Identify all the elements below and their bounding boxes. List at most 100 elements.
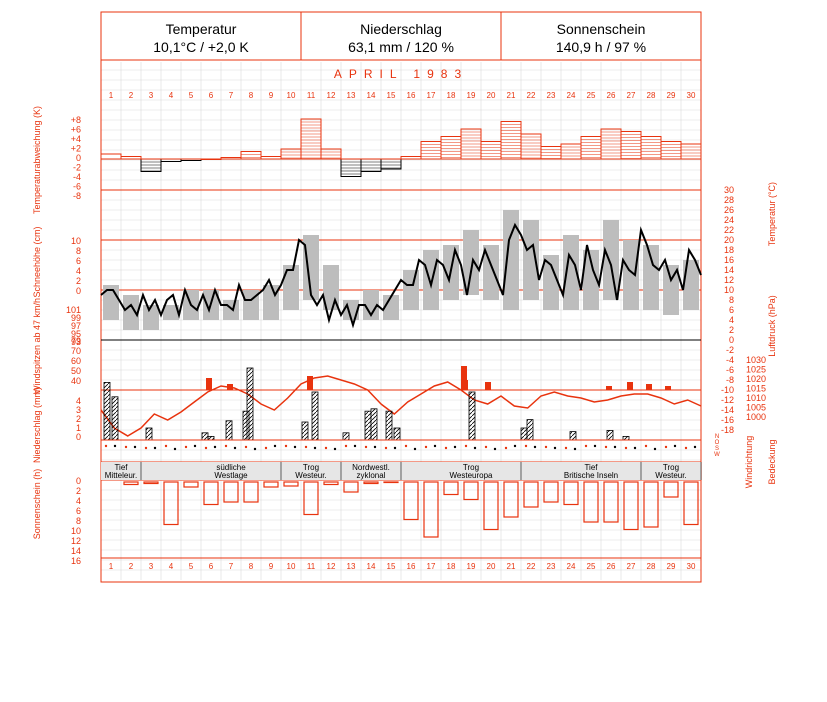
day-number-bottom: 7 <box>229 562 234 571</box>
grid <box>100 62 702 580</box>
temp-range-band <box>583 250 599 310</box>
day-number-bottom: 14 <box>367 562 376 571</box>
humidity-tick: 93 <box>71 337 81 347</box>
sunshine-tick: 14 <box>71 546 81 556</box>
sunshine-bar <box>323 481 339 486</box>
temp-range-band <box>643 245 659 310</box>
day-number-top: 14 <box>367 91 376 100</box>
chart-marks <box>100 118 702 538</box>
temp-range-band <box>523 220 539 300</box>
precip-bar <box>301 421 309 441</box>
synoptic-label: südliche <box>216 463 246 472</box>
day-number-bottom: 17 <box>427 562 436 571</box>
synoptic-label: Nordwestl. <box>352 463 390 472</box>
temperature-tick: 4 <box>729 315 734 325</box>
temp-anomaly-bar <box>560 143 582 160</box>
precip-bar <box>370 408 378 441</box>
temp-range-band <box>663 265 679 315</box>
temperature-tick: 8 <box>729 295 734 305</box>
snow-tick: 8 <box>76 246 81 256</box>
wind-direction-tick: N <box>715 434 719 440</box>
precip-bar <box>526 419 534 441</box>
header-temperature: Temperatur 10,1°C / +2,0 K <box>101 12 301 60</box>
sunshine-bar <box>143 481 159 485</box>
day-number-bottom: 22 <box>527 562 536 571</box>
sunshine-axis-title: Sonnenschein (h) <box>32 469 42 540</box>
day-number-top: 20 <box>487 91 496 100</box>
temperature-tick: 0 <box>729 335 734 345</box>
sunshine-bar <box>583 481 599 523</box>
cloud-dot <box>353 444 357 448</box>
day-number-top: 21 <box>507 91 516 100</box>
cloud-dot <box>393 446 397 450</box>
synoptic-label: Mitteleur. <box>105 471 137 480</box>
day-number-bottom: 11 <box>307 562 316 571</box>
temp-anomaly-tick: +4 <box>71 134 81 144</box>
chart-labels: APRIL 1983112233445566778899101011111212… <box>32 67 777 571</box>
day-number-top: 5 <box>189 91 194 100</box>
temp-anomaly-tick: +8 <box>71 115 81 125</box>
temp-anomaly-bar <box>380 158 402 170</box>
wind-direction-dot <box>484 445 488 449</box>
sunshine-bar <box>123 481 139 486</box>
precip-tick: 4 <box>76 396 81 406</box>
sunshine-bar <box>183 481 199 488</box>
wind-gust-mark <box>461 366 467 390</box>
pressure-axis-title: Luftdruck (hPa) <box>767 295 777 357</box>
temp-anomaly-bar <box>320 148 342 160</box>
snow-tick: 10 <box>71 236 81 246</box>
wind-direction-dot <box>564 446 568 450</box>
cloud-dot <box>113 444 117 448</box>
temperature-axis-title: Temperatur (°C) <box>767 182 777 246</box>
wind-direction-dot <box>644 444 648 448</box>
temperature-tick: -6 <box>726 365 734 375</box>
synoptic-label: Trog <box>663 463 679 472</box>
synoptic-label: Trog <box>463 463 479 472</box>
wind-direction-dot <box>684 446 688 450</box>
synoptic-label: Westeuropa <box>450 471 494 480</box>
sunshine-bar <box>623 481 639 531</box>
precip-tick: 1 <box>76 423 81 433</box>
sunshine-bar <box>203 481 219 506</box>
temperature-tick: 26 <box>724 205 734 215</box>
wind-gust-mark <box>627 382 633 390</box>
pressure-line <box>100 375 702 437</box>
day-number-top: 15 <box>387 91 396 100</box>
sunshine-bar <box>163 481 179 526</box>
sunshine-tick: 0 <box>76 476 81 486</box>
snow-tick: 0 <box>76 286 81 296</box>
temp-anomaly-tick: -2 <box>73 163 81 173</box>
temp-anomaly-axis-title: Temperaturabweichung (K) <box>32 106 42 214</box>
sunshine-bar <box>283 481 299 487</box>
day-number-top: 2 <box>129 91 134 100</box>
wind-direction-dot <box>344 444 348 448</box>
wind-direction-dot <box>164 444 168 448</box>
wind-gust-mark <box>485 382 491 390</box>
sunshine-tick: 10 <box>71 526 81 536</box>
temperature-tick: 24 <box>724 215 734 225</box>
day-number-top: 8 <box>249 91 254 100</box>
day-number-top: 13 <box>347 91 356 100</box>
precip-bar <box>207 435 215 441</box>
wind-tick: 50 <box>71 366 81 376</box>
temp-anomaly-bar <box>240 151 262 160</box>
wind-direction-tick: S <box>715 446 719 452</box>
precip-bar <box>364 410 372 441</box>
synoptic-label: zyklonal <box>357 471 386 480</box>
wind-direction-dot <box>544 445 548 449</box>
day-number-top: 12 <box>327 91 336 100</box>
temperature-tick: 16 <box>724 255 734 265</box>
precip-bar <box>606 429 614 441</box>
day-number-top: 9 <box>269 91 274 100</box>
wind-direction-dot <box>184 445 188 449</box>
temperature-tick: 18 <box>724 245 734 255</box>
header-temperature-title: Temperatur <box>165 21 237 37</box>
cloud-dot <box>233 446 237 450</box>
pressure-tick: 1020 <box>746 374 766 384</box>
wind-direction-dot <box>524 444 528 448</box>
cloud-dot <box>133 445 137 449</box>
temp-range-band <box>503 210 519 310</box>
synoptic-label: Tief <box>584 463 598 472</box>
wind-direction-dot <box>584 444 588 448</box>
